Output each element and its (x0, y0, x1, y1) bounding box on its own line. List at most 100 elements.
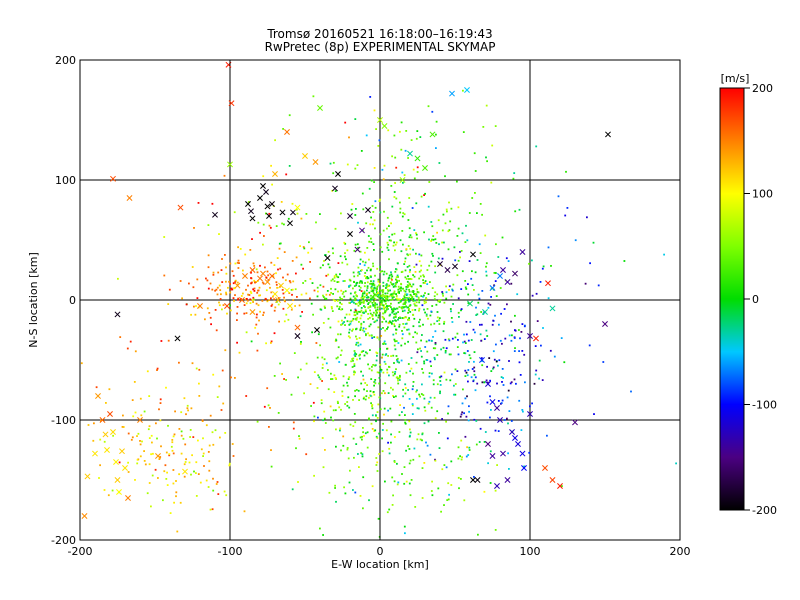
data-dot (363, 396, 365, 399)
x-tick-label: 100 (520, 545, 541, 558)
data-x-stroke (407, 150, 413, 157)
data-dot (436, 354, 439, 356)
data-dot (502, 377, 504, 379)
data-dot (156, 367, 159, 370)
data-dot (151, 441, 153, 444)
data-dot (398, 279, 400, 282)
data-dot (174, 410, 176, 413)
data-dot (390, 239, 392, 242)
data-dot (250, 340, 253, 343)
data-dot (344, 492, 347, 495)
data-dot (395, 293, 397, 295)
data-dot (413, 447, 416, 450)
data-dot (419, 136, 422, 138)
data-dot (391, 371, 394, 374)
data-dot (407, 318, 409, 321)
data-dot (395, 166, 398, 169)
data-dot (423, 300, 426, 302)
data-dot (421, 383, 423, 386)
data-dot (497, 364, 499, 367)
data-dot (354, 214, 357, 216)
data-dot (425, 441, 427, 444)
data-dot (359, 495, 362, 497)
data-dot (445, 291, 448, 294)
data-dot (341, 390, 344, 393)
data-dot (364, 432, 367, 435)
data-dot (411, 404, 414, 407)
data-dot (251, 238, 253, 240)
y-tick-label: 0 (69, 294, 76, 307)
data-dot (463, 412, 465, 415)
data-dot (373, 286, 376, 289)
data-dot (224, 349, 227, 352)
data-dot (245, 395, 248, 397)
data-dot (377, 314, 380, 317)
data-dot (401, 317, 404, 319)
data-dot (331, 189, 334, 192)
data-x-stroke (126, 195, 133, 201)
data-dot (454, 368, 457, 371)
data-dot (253, 290, 256, 292)
data-dot (358, 337, 361, 339)
data-dot (399, 317, 402, 319)
data-dot (463, 333, 465, 336)
data-dot (386, 295, 389, 298)
data-dot (508, 360, 510, 362)
data-dot (229, 283, 231, 285)
data-dot (457, 446, 460, 449)
data-dot (434, 458, 436, 461)
data-dot (403, 326, 406, 329)
data-dot (366, 446, 369, 449)
data-dot (391, 298, 394, 301)
data-dot (332, 172, 335, 175)
data-x-marker (114, 311, 121, 318)
data-dot (362, 321, 365, 323)
data-x-marker (264, 203, 271, 210)
data-dot (475, 306, 477, 309)
data-dot (412, 300, 415, 302)
data-dot (493, 358, 496, 361)
data-dot (348, 301, 351, 304)
data-x-marker (533, 335, 539, 342)
data-dot (597, 284, 600, 287)
data-dot (408, 307, 410, 310)
data-dot (370, 216, 372, 219)
data-dot (494, 280, 497, 282)
data-dot (368, 258, 370, 261)
data-dot (422, 295, 424, 298)
data-dot (262, 175, 265, 178)
data-dot (405, 316, 408, 319)
data-dot (362, 329, 364, 332)
data-dot (317, 290, 319, 293)
data-dot (412, 290, 415, 293)
data-dot (383, 296, 386, 299)
data-x-stroke (533, 335, 539, 342)
data-x-marker (294, 204, 301, 211)
data-dot (442, 346, 445, 349)
data-dot (334, 487, 336, 489)
data-dot (413, 177, 416, 180)
data-dot (362, 298, 364, 301)
data-dot (320, 399, 323, 401)
data-dot (386, 511, 389, 514)
data-dot (404, 301, 407, 304)
data-dot (343, 321, 345, 323)
data-dot (388, 258, 390, 261)
data-dot (362, 397, 365, 400)
data-dot (269, 286, 271, 289)
data-dot (407, 311, 409, 314)
data-x-stroke (504, 279, 511, 285)
data-dot (327, 369, 329, 371)
data-dot (395, 241, 398, 244)
data-dot (449, 379, 452, 382)
data-dot (148, 395, 151, 397)
data-dot (143, 450, 145, 452)
data-dot (387, 290, 390, 292)
data-dot (408, 482, 411, 485)
data-dot (372, 243, 375, 245)
data-dot (394, 270, 397, 273)
data-x-stroke (234, 282, 241, 289)
data-dot (365, 334, 367, 337)
data-dot (205, 479, 208, 482)
data-x-marker (602, 321, 608, 327)
